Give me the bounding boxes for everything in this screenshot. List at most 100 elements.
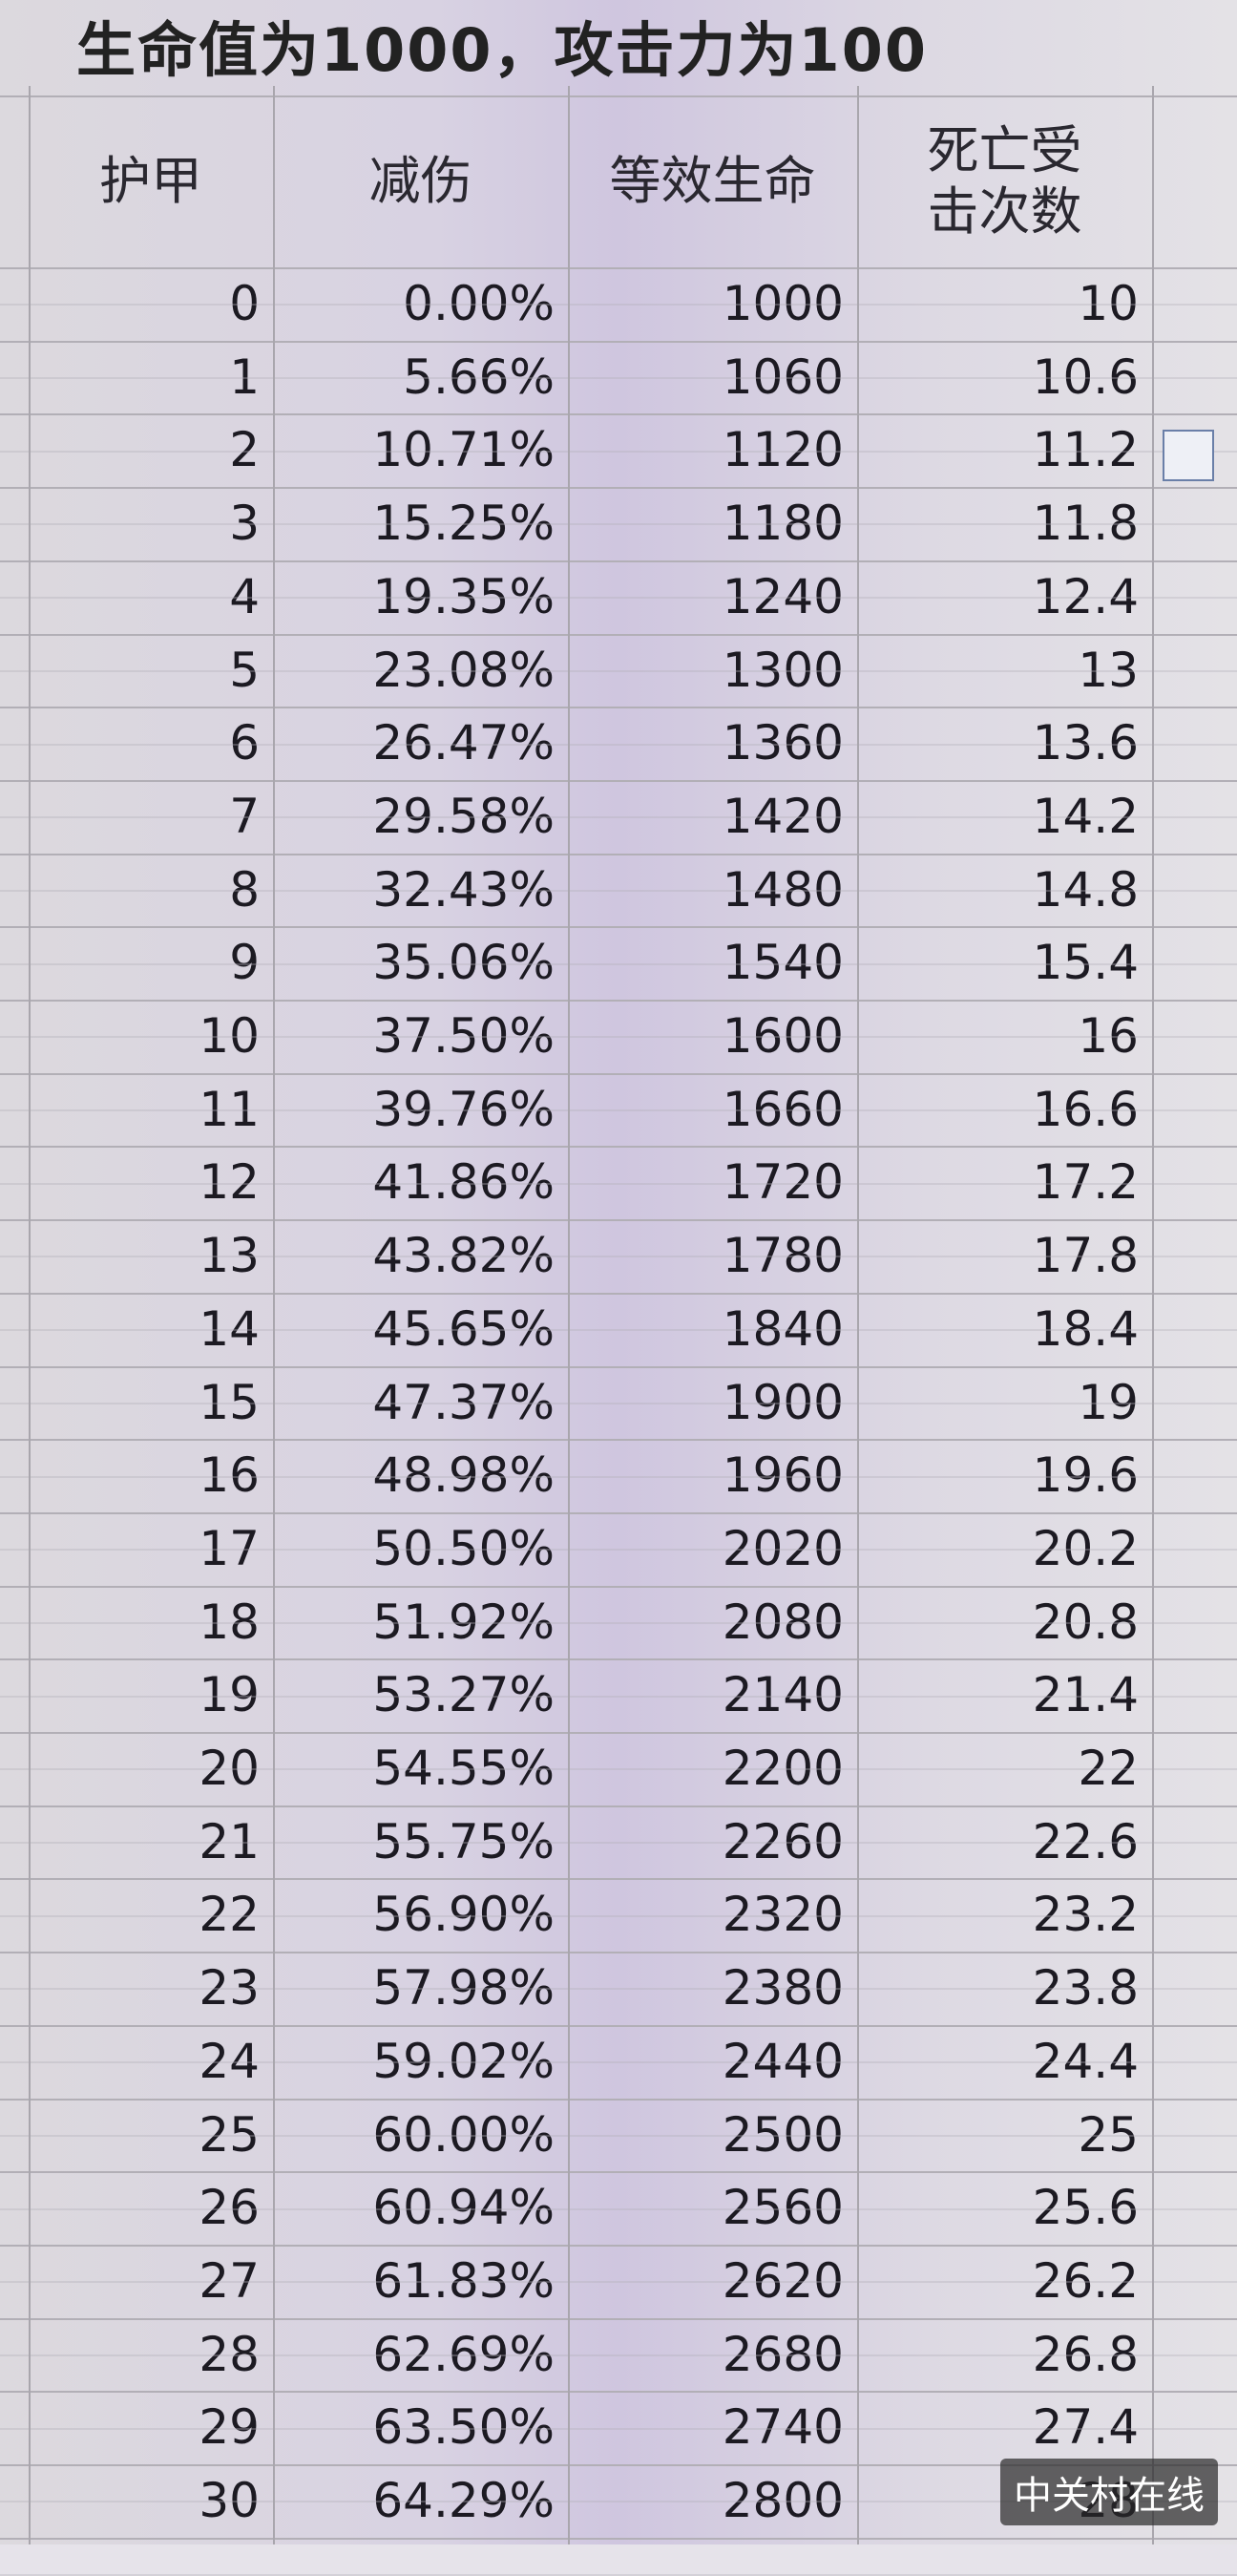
row-border <box>0 1329 1237 1332</box>
row-border <box>0 1036 1237 1039</box>
row-border <box>0 1805 1237 1807</box>
table-cell: 13 <box>199 1228 260 1284</box>
row-border <box>0 1952 1237 1954</box>
table-cell: 2020 <box>722 1520 844 1576</box>
table-cell: 2560 <box>722 2180 844 2236</box>
table-cell: 2740 <box>722 2399 844 2456</box>
table-cell: 47.37% <box>372 1374 555 1430</box>
row-border <box>0 340 1237 343</box>
table-cell: 1780 <box>722 1228 844 1284</box>
table-cell: 11.8 <box>1032 496 1139 552</box>
table-cell: 39.76% <box>372 1081 555 1137</box>
table-cell: 37.50% <box>372 1008 555 1064</box>
row-border <box>0 597 1237 600</box>
table-cell: 60.94% <box>372 2180 555 2236</box>
table-cell: 29.58% <box>372 788 555 844</box>
column-header: 等效生命 <box>609 151 816 211</box>
table-cell: 4 <box>229 568 260 624</box>
table-cell: 1900 <box>722 1374 844 1430</box>
table-cell: 57.98% <box>372 1960 555 2016</box>
table-cell: 25.6 <box>1032 2180 1139 2236</box>
table-cell: 23.2 <box>1032 1887 1139 1943</box>
table-cell: 2620 <box>722 2252 844 2309</box>
table-cell: 1540 <box>722 935 844 991</box>
table-cell: 22 <box>199 1887 260 1943</box>
table-cell: 2500 <box>722 2106 844 2163</box>
table-cell: 45.65% <box>372 1300 555 1357</box>
table-cell: 61.83% <box>372 2252 555 2309</box>
row-border <box>0 1146 1237 1149</box>
row-border <box>0 1109 1237 1112</box>
row-border <box>0 889 1237 892</box>
table-cell: 3 <box>229 496 260 552</box>
table-cell: 7 <box>229 788 260 844</box>
table-cell: 23.8 <box>1032 1960 1139 2016</box>
row-border <box>0 1439 1237 1442</box>
table-cell: 8 <box>229 861 260 918</box>
table-cell: 20.2 <box>1032 1520 1139 1576</box>
table-cell: 15 <box>199 1374 260 1430</box>
row-border <box>0 1511 1237 1514</box>
row-border <box>0 2134 1237 2137</box>
table-cell: 26.8 <box>1032 2326 1139 2382</box>
table-cell: 56.90% <box>372 1887 555 1943</box>
paste-options-icon[interactable] <box>1163 430 1214 481</box>
column-header: 护甲 <box>99 151 202 211</box>
table-cell: 1180 <box>722 496 844 552</box>
row-border <box>0 2427 1237 2430</box>
table-cell: 28 <box>199 2326 260 2382</box>
table-cell: 26 <box>199 2180 260 2236</box>
row-border <box>0 487 1237 490</box>
table-cell: 1420 <box>722 788 844 844</box>
row-border <box>0 450 1237 453</box>
table-cell: 1720 <box>722 1154 844 1211</box>
row-border <box>0 2171 1237 2174</box>
table-cell: 5 <box>229 642 260 698</box>
row-border <box>0 633 1237 636</box>
table-cell: 10 <box>1078 276 1139 331</box>
table-cell: 17.2 <box>1032 1154 1139 1211</box>
table-cell: 1480 <box>722 861 844 918</box>
row-border <box>0 560 1237 562</box>
table-cell: 1360 <box>722 715 844 771</box>
table-cell: 2440 <box>722 2033 844 2089</box>
table-cell: 16 <box>1078 1008 1139 1064</box>
table-cell: 32.43% <box>372 861 555 918</box>
table-cell: 54.55% <box>372 1741 555 1796</box>
row-border <box>0 304 1237 306</box>
table-cell: 1120 <box>722 422 844 478</box>
table-cell: 11.2 <box>1032 422 1139 478</box>
table-cell: 15.4 <box>1032 935 1139 991</box>
table-cell: 26.47% <box>372 715 555 771</box>
row-border <box>0 95 1237 97</box>
table-cell: 29 <box>199 2399 260 2456</box>
table-cell: 17 <box>199 1520 260 1576</box>
row-border <box>0 1072 1237 1075</box>
row-border <box>0 1621 1237 1624</box>
table-cell: 41.86% <box>372 1154 555 1211</box>
table-cell: 22 <box>1078 1741 1139 1796</box>
table-cell: 1840 <box>722 1300 844 1357</box>
table-cell: 2800 <box>722 2473 844 2528</box>
row-border <box>0 2537 1237 2540</box>
table-cell: 24.4 <box>1032 2033 1139 2089</box>
column-border <box>568 86 570 2544</box>
column-border <box>273 86 275 2544</box>
column-border <box>1152 86 1154 2544</box>
row-border <box>0 2317 1237 2320</box>
table-cell: 2140 <box>722 1667 844 1723</box>
table-cell: 2080 <box>722 1594 844 1650</box>
table-cell: 17.8 <box>1032 1228 1139 1284</box>
table-cell: 10.6 <box>1032 348 1139 405</box>
table-cell: 10.71% <box>372 422 555 478</box>
table-cell: 2260 <box>722 1813 844 1869</box>
column-border <box>29 86 31 2544</box>
table-cell: 51.92% <box>372 1594 555 1650</box>
row-border <box>0 779 1237 782</box>
table-cell: 13 <box>1078 642 1139 698</box>
table-cell: 14.2 <box>1032 788 1139 844</box>
table-cell: 1300 <box>722 642 844 698</box>
row-border <box>0 2354 1237 2356</box>
row-border <box>0 2501 1237 2503</box>
table-cell: 1960 <box>722 1447 844 1504</box>
